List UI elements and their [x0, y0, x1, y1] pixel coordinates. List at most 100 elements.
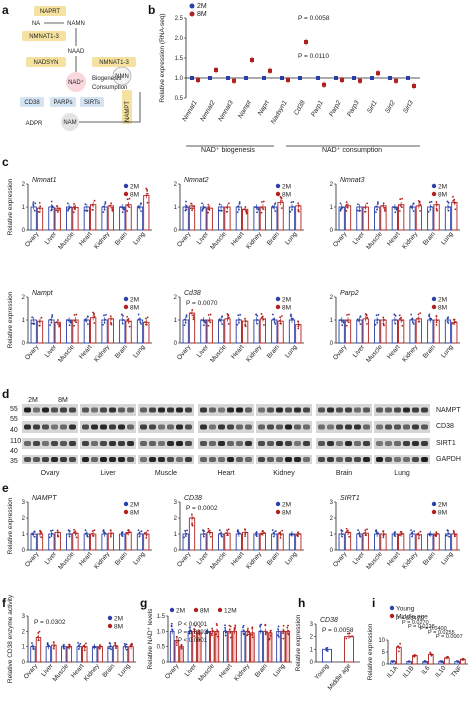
bar	[83, 319, 90, 344]
data-point	[419, 312, 422, 315]
data-point	[260, 313, 263, 315]
blot-band	[354, 424, 361, 430]
data-point	[57, 319, 59, 321]
data-point	[69, 320, 72, 323]
data-point	[430, 205, 432, 208]
nmnat-box-2	[92, 57, 136, 67]
data-point	[109, 529, 112, 532]
data-point	[189, 207, 192, 210]
data-point	[211, 632, 213, 635]
x-tick-label: Ovary	[176, 230, 193, 248]
data-point	[262, 200, 265, 203]
nmnat-label-1: NMNAT1-3	[29, 34, 59, 40]
data-point	[446, 655, 449, 658]
data-point	[381, 204, 384, 207]
marker-2m	[280, 76, 284, 80]
bar	[169, 630, 175, 663]
y-tick-label: 3	[174, 500, 178, 506]
data-point	[453, 318, 456, 321]
data-point	[287, 630, 290, 632]
blot-band	[149, 457, 156, 462]
data-point	[145, 323, 147, 326]
data-point	[261, 206, 264, 209]
data-point	[66, 319, 69, 321]
x-tick-label: Liver	[352, 550, 367, 566]
data-point	[73, 528, 75, 531]
data-point	[237, 208, 240, 211]
data-point	[219, 319, 222, 322]
x-tick-label: Sirt1	[366, 99, 379, 114]
data-point	[192, 318, 195, 321]
data-point	[199, 625, 201, 628]
blot-band	[91, 424, 98, 430]
data-point	[123, 642, 126, 645]
data-point	[382, 534, 385, 537]
y-tick-label: 2	[330, 295, 334, 301]
data-point	[401, 206, 403, 209]
blot-band	[176, 457, 183, 462]
blot-band	[294, 424, 301, 430]
data-point	[110, 317, 113, 320]
y-tick-label: 1	[310, 647, 314, 653]
data-point	[49, 318, 52, 321]
data-point	[224, 624, 226, 627]
data-point	[192, 316, 195, 319]
x-tick-label: Lung	[272, 662, 287, 678]
y-tick-label: 2.5	[175, 16, 184, 22]
blot-band	[303, 457, 310, 462]
data-point	[237, 532, 240, 534]
p-value-annotation: P = 0.0110	[298, 53, 329, 60]
data-point	[236, 530, 239, 532]
data-point	[185, 200, 187, 203]
salvage-arrow	[79, 92, 141, 123]
data-point	[417, 200, 420, 202]
data-point	[349, 635, 352, 638]
data-point	[357, 529, 359, 532]
data-point	[84, 203, 87, 206]
nampt-node-label: NAMPT	[125, 101, 131, 122]
data-point	[401, 319, 403, 322]
blot-band	[209, 457, 216, 462]
data-point	[398, 647, 401, 649]
y-tick-label: 1	[22, 645, 26, 651]
y-tick-label: 0	[174, 548, 178, 554]
data-point	[289, 210, 292, 213]
x-tick-label: Brain	[254, 663, 269, 679]
data-point	[56, 529, 59, 532]
blot-band	[69, 424, 76, 430]
legend-label: 8M	[130, 510, 139, 517]
data-point	[58, 323, 60, 325]
data-point	[225, 631, 227, 634]
data-point	[346, 314, 348, 316]
data-point	[75, 321, 78, 324]
data-point	[137, 205, 140, 208]
data-point	[110, 321, 112, 324]
panel-label-e: e	[2, 481, 9, 495]
blot-band	[258, 441, 265, 446]
bar	[206, 207, 213, 231]
data-point	[245, 210, 248, 212]
bar	[362, 206, 369, 231]
data-point	[52, 646, 55, 648]
data-point	[454, 208, 457, 211]
x-tick-label: Brain	[101, 663, 116, 679]
data-point	[75, 532, 78, 535]
data-point	[197, 630, 200, 633]
data-point	[341, 324, 344, 327]
data-point	[75, 536, 78, 539]
chart-title: Nmnat2	[184, 177, 209, 184]
legend-label: 2M	[130, 502, 139, 509]
data-point	[254, 206, 256, 208]
chart-title: Nmnat3	[340, 177, 365, 184]
x-tick-label: Lung	[132, 550, 147, 566]
data-point	[407, 660, 410, 663]
x-tick-label: Nmnat2	[199, 99, 217, 123]
data-point	[58, 207, 61, 210]
data-point	[445, 534, 448, 537]
sirts-label: SIRTs	[84, 100, 100, 106]
naprt-label: NAPRT	[40, 9, 61, 15]
marker-8m	[268, 68, 272, 73]
chart-title: NAMPT	[32, 495, 57, 502]
data-point	[218, 529, 221, 532]
data-point	[128, 206, 131, 209]
